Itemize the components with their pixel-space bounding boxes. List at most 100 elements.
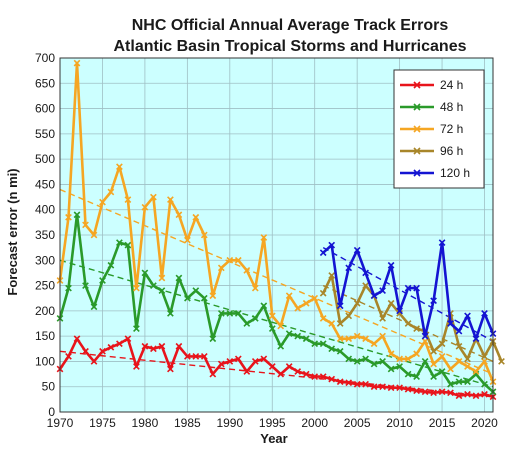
series-2 [56, 59, 497, 386]
series-0-point-6 [107, 343, 115, 351]
legend: 24 h 48 h 72 h 96 h 120 h [393, 69, 485, 189]
series-4-point-8 [387, 261, 395, 269]
series-2-point-30 [311, 294, 319, 302]
series-0-point-4 [90, 358, 98, 365]
trend-line-2 [59, 188, 494, 375]
series-1-point-18 [209, 335, 217, 343]
series-2-point-8 [124, 196, 132, 203]
series-2-point-14 [175, 211, 183, 219]
series-2-point-12 [158, 274, 166, 282]
series-1-point-1 [65, 284, 72, 292]
series-line-0 [58, 337, 494, 399]
series-2-point-41 [404, 355, 412, 363]
series-4-point-13 [430, 297, 437, 305]
series-3-point-8 [387, 299, 395, 307]
series-1-point-14 [175, 274, 183, 282]
series-2-point-50 [481, 358, 488, 365]
series-4-point-2 [336, 302, 344, 310]
series-2-point-47 [455, 358, 463, 365]
series-2-point-45 [438, 353, 446, 360]
legend-label-3: 96 h [440, 144, 463, 158]
series-0-point-48 [464, 390, 471, 398]
x-tick-label-5: 1995 [259, 416, 286, 430]
series-0-point-29 [302, 370, 310, 378]
series-3-point-4 [353, 299, 361, 307]
series-0-point-2 [73, 335, 81, 343]
series-4 [319, 239, 497, 343]
series-0 [56, 335, 497, 401]
series-3-point-9 [396, 310, 403, 317]
series-4-point-7 [379, 287, 386, 294]
series-1-point-4 [90, 303, 98, 311]
y-tick-label-7: 350 [35, 228, 55, 242]
series-2-point-42 [413, 350, 420, 358]
series-2-point-11 [150, 193, 157, 201]
series-line-3 [322, 274, 503, 362]
series-2-point-10 [141, 203, 149, 211]
series-0-point-42 [413, 387, 420, 395]
series-0-point-45 [438, 388, 446, 396]
series-2-point-9 [133, 284, 140, 292]
series-2-point-3 [82, 221, 89, 229]
series-2-point-1 [65, 213, 72, 221]
series-2-point-34 [345, 335, 353, 343]
series-0-point-44 [430, 389, 437, 397]
series-0-point-7 [116, 340, 123, 348]
series-2-point-5 [99, 198, 106, 206]
series-1-point-22 [243, 320, 251, 327]
y-tick-label-14: 700 [35, 51, 55, 65]
series-1-point-15 [184, 294, 191, 302]
series-2-point-37 [370, 340, 378, 348]
series-1-point-26 [277, 342, 285, 350]
series-2-point-31 [319, 315, 327, 322]
series-3-point-11 [413, 325, 420, 332]
series-2-point-27 [285, 292, 293, 300]
legend-marker-2 [413, 125, 421, 133]
series-1-point-25 [268, 325, 276, 332]
y-tick-label-0: 0 [48, 405, 55, 419]
series-2-point-6 [107, 188, 115, 196]
x-tick-label-6: 2000 [301, 416, 328, 430]
series-2-point-39 [387, 350, 395, 358]
series-1-point-12 [158, 287, 166, 294]
series-3-point-16 [455, 342, 463, 350]
series-0-point-16 [192, 353, 200, 360]
series-0-point-22 [243, 368, 251, 375]
series-1-point-16 [192, 287, 200, 294]
y-tick-label-1: 50 [42, 380, 56, 394]
series-3-point-1 [328, 272, 336, 279]
series-2-point-7 [116, 163, 123, 171]
y-axis-label: Forecast error (n mi) [5, 168, 20, 295]
series-4-point-3 [345, 264, 353, 272]
series-4-point-1 [328, 241, 336, 249]
series-1-point-32 [328, 345, 336, 353]
series-2-point-18 [209, 292, 217, 300]
series-1-point-29 [302, 335, 310, 343]
series-1-point-39 [387, 365, 395, 373]
legend-label-0: 24 h [440, 78, 463, 92]
series-3-point-14 [438, 340, 446, 348]
series-2-point-25 [268, 312, 276, 320]
series-0-point-31 [319, 373, 327, 380]
x-axis-label: Year [260, 431, 287, 446]
series-0-point-23 [251, 358, 259, 365]
series-2-point-44 [430, 360, 437, 368]
series-0-point-12 [158, 342, 166, 350]
series-2-point-28 [294, 304, 302, 312]
series-0-point-28 [294, 368, 302, 375]
series-0-point-40 [396, 384, 403, 392]
y-tick-label-5: 250 [35, 279, 55, 293]
series-0-point-8 [124, 335, 132, 343]
x-tick-label-9: 2015 [429, 416, 456, 430]
series-1-point-46 [447, 380, 454, 388]
y-tick-label-10: 500 [35, 152, 55, 166]
series-0-point-37 [370, 383, 378, 391]
series-1-point-45 [438, 368, 446, 375]
series-2-point-24 [260, 234, 268, 241]
series-4-point-5 [362, 269, 369, 277]
series-2-point-38 [379, 332, 386, 340]
series-1-point-43 [421, 358, 429, 365]
series-2-point-15 [184, 236, 191, 244]
x-tick-label-0: 1970 [47, 416, 74, 430]
